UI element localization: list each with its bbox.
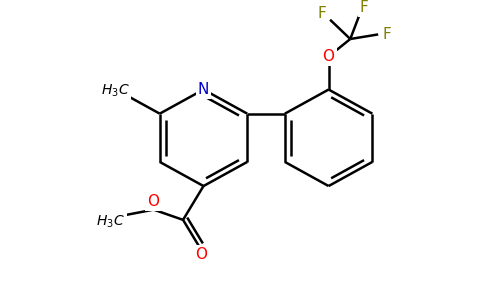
Text: O: O: [195, 248, 207, 262]
Text: $H_3C$: $H_3C$: [96, 214, 125, 230]
Text: F: F: [382, 27, 391, 42]
Text: N: N: [198, 82, 209, 97]
Text: F: F: [360, 0, 368, 15]
Text: O: O: [323, 49, 334, 64]
Text: O: O: [147, 194, 159, 209]
Text: $H_3C$: $H_3C$: [101, 83, 129, 99]
Text: F: F: [317, 6, 326, 21]
